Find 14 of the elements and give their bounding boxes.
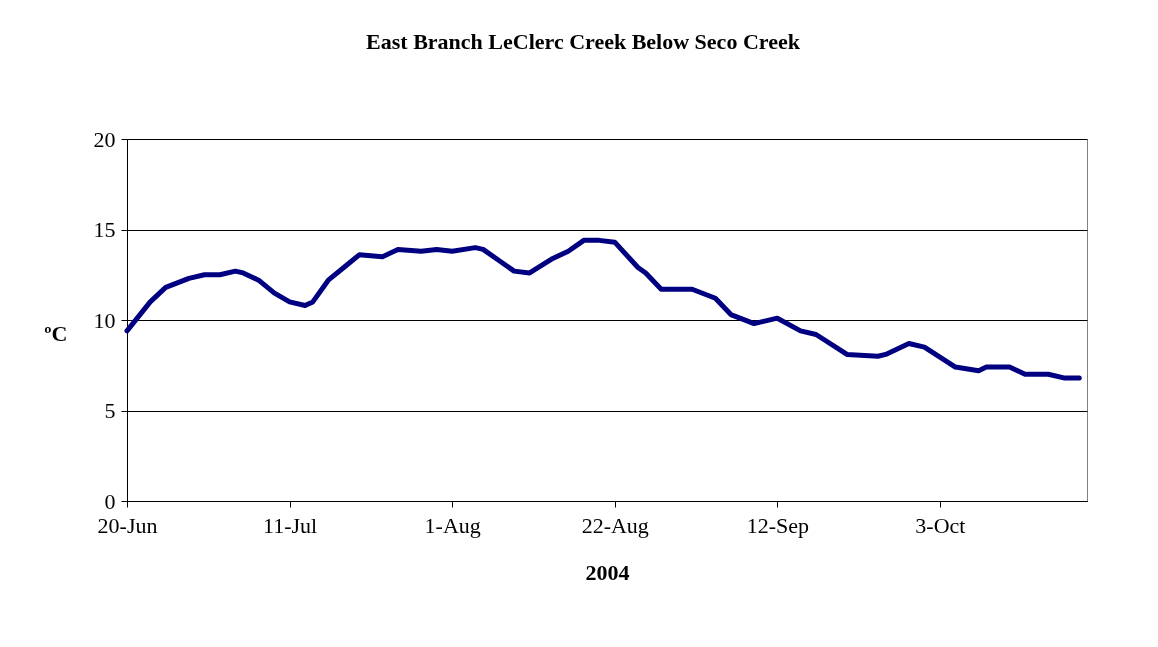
y-tick-label: 5 <box>104 398 116 423</box>
y-tick-label: 15 <box>93 217 116 242</box>
x-axis-title: 2004 <box>585 559 630 585</box>
x-tick-label: 11-Jul <box>262 512 318 538</box>
x-tick-label: 3-Oct <box>915 512 966 538</box>
x-tick-label: 20-Jun <box>97 512 158 538</box>
x-tick-label: 22-Aug <box>581 512 649 538</box>
y-tick-label: 20 <box>93 126 116 152</box>
x-tick-label: 12-Sep <box>746 512 809 538</box>
y-tick-label: 0 <box>104 488 116 514</box>
y-tick-label: 10 <box>93 307 116 333</box>
chart-title: East Branch LeClerc Creek Below Seco Creek <box>366 29 801 54</box>
y-axis-title: ºC <box>44 320 68 346</box>
x-tick-label: 1-Aug <box>424 512 481 538</box>
